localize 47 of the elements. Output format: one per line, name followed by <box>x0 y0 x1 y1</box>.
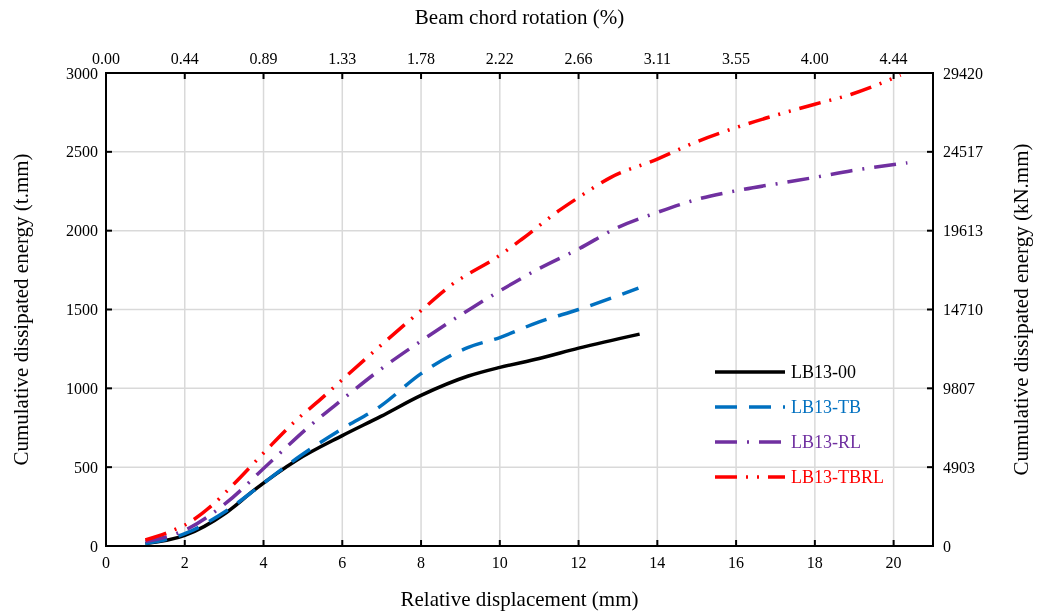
y2-tick-label: 0 <box>943 537 951 555</box>
legend-label: LB13-00 <box>791 362 856 383</box>
y2-tick-label: 4903 <box>943 458 975 476</box>
y2-tick-label: 19613 <box>943 222 983 240</box>
x-tick-label: 12 <box>570 554 587 571</box>
x2-tick-label: 2.22 <box>485 50 514 67</box>
y-tick-label: 3000 <box>66 64 98 82</box>
x2-tick-label: 3.55 <box>722 50 751 67</box>
x2-tick-label: 3.11 <box>643 50 672 67</box>
y-tick-label: 500 <box>74 458 98 476</box>
x-tick-label: 10 <box>491 554 508 571</box>
y2-tick-label: 14710 <box>943 301 983 319</box>
legend-label: LB13-TB <box>791 397 861 418</box>
y-tick-label: 0 <box>90 537 98 555</box>
x2-tick-label: 0.89 <box>249 50 278 67</box>
x-tick-label: 20 <box>885 554 902 571</box>
y-tick-label: 1500 <box>66 301 98 319</box>
legend-label: LB13-TBRL <box>791 467 884 488</box>
x2-tick-label: 2.66 <box>564 50 593 67</box>
x-axis-title: Relative displacement (mm) <box>400 587 639 611</box>
x2-tick-label: 1.33 <box>328 50 357 67</box>
y-axis-title: Cumulative dissipated energy (t.mm) <box>9 153 33 466</box>
x-tick-label: 14 <box>649 554 666 571</box>
y2-tick-label: 24517 <box>943 143 983 161</box>
y-tick-label: 1000 <box>66 379 98 397</box>
legend-label: LB13-RL <box>791 432 861 453</box>
x-tick-label: 16 <box>728 554 745 571</box>
line-series <box>143 161 910 544</box>
x2-tick-label: 0.44 <box>170 50 199 67</box>
y-tick-label: 2000 <box>66 222 98 240</box>
x2-tick-label: 4.00 <box>800 50 829 67</box>
x-tick-label: 18 <box>806 554 823 571</box>
x-tick-label: 0 <box>102 554 110 571</box>
x2-axis-title: Beam chord rotation (%) <box>414 5 625 29</box>
y-tick-label: 2500 <box>66 143 98 161</box>
x-tick-label: 6 <box>338 554 347 571</box>
x-tick-label: 2 <box>180 554 189 571</box>
y2-tick-label: 29420 <box>943 64 983 82</box>
x-tick-label: 4 <box>259 554 268 571</box>
x-tick-label: 8 <box>417 554 426 571</box>
y2-axis-title: Cumulative dissipated energy (kN.mm) <box>1009 143 1033 476</box>
y2-tick-label: 9807 <box>943 379 975 397</box>
x2-tick-label: 1.78 <box>407 50 436 67</box>
x2-tick-label: 4.44 <box>879 50 908 67</box>
x2-tick-label: 0.00 <box>92 50 120 67</box>
line-series <box>143 286 641 546</box>
line-series <box>143 73 903 542</box>
